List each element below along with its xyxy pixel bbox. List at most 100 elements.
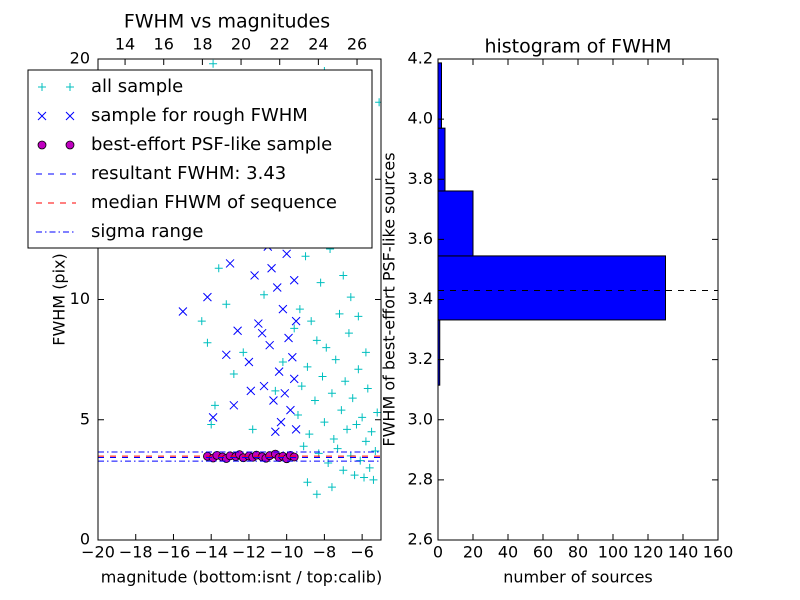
x-tick-label: 80 (568, 543, 588, 562)
x-tick-label: 20 (463, 543, 483, 562)
chart-title: FWHM vs magnitudes (124, 11, 330, 33)
marker-x (282, 249, 292, 259)
bar (437, 255, 666, 321)
legend-label: sample for rough FWHM (91, 105, 308, 126)
marker-x (274, 367, 284, 377)
legend: all sample sample for rough FWHM best-effo… (27, 69, 373, 249)
marker-plus (344, 329, 353, 338)
marker-plus (203, 338, 212, 347)
marker-circle (65, 140, 75, 150)
marker-plus (214, 264, 223, 273)
marker-plus (358, 413, 367, 422)
marker-x (278, 304, 288, 314)
marker-plus (363, 384, 372, 393)
marker-x (65, 111, 75, 121)
marker-plus (271, 386, 280, 395)
marker-x (208, 412, 218, 422)
y-tick-label: 4.2 (408, 49, 433, 68)
marker-plus (293, 410, 302, 419)
x-tick-label: 160 (703, 543, 734, 562)
marker-x (246, 386, 256, 396)
marker-x (287, 352, 297, 362)
y-tick-label: 2.8 (408, 469, 433, 488)
marker-x (291, 425, 301, 434)
marker-plus (229, 370, 238, 379)
marker-x (291, 316, 301, 326)
legend-label: sigma range (91, 221, 203, 242)
marker-plus (367, 427, 376, 436)
marker-plus (322, 343, 331, 352)
legend-label: median FHWM of sequence (91, 192, 337, 213)
marker-plus (346, 293, 355, 302)
marker-x (254, 319, 263, 328)
marker-plus (303, 362, 312, 371)
y-tick-label: 3.4 (408, 289, 433, 308)
marker-plus (371, 447, 380, 456)
marker-plus (307, 317, 316, 326)
marker-plus (312, 336, 321, 345)
marker-plus (316, 278, 325, 287)
legend-label: resultant FWHM: 3.43 (91, 163, 286, 184)
marker-plus (318, 372, 327, 381)
marker-x (37, 111, 47, 121)
y-tick-label: 5 (80, 409, 90, 428)
marker-plus (341, 377, 350, 386)
marker-x (270, 427, 280, 437)
marker-plus (331, 355, 340, 364)
chart-title: histogram of FWHM (484, 36, 671, 58)
marker-plus (66, 83, 74, 91)
x-tick-label: −16 (157, 543, 191, 562)
marker-plus (312, 490, 321, 499)
marker-plus (239, 348, 248, 357)
marker-plus (327, 389, 336, 398)
y-axis-label: FWHM (pix) (50, 253, 69, 346)
x-tick-label: 40 (498, 543, 518, 562)
marker-plus (375, 98, 381, 107)
marker-plus (348, 394, 357, 403)
bar (437, 190, 474, 257)
marker-plus (337, 406, 346, 415)
marker-plus (290, 324, 299, 333)
marker-x (225, 259, 235, 268)
y-tick-label: 10 (70, 289, 90, 308)
x-tick-label: 60 (533, 543, 553, 562)
x-tick-label: −12 (232, 543, 266, 562)
marker-plus (209, 59, 218, 68)
y-tick-label: 20 (70, 49, 90, 68)
x-tick-label: 0 (433, 543, 443, 562)
marker-plus (361, 348, 370, 357)
marker-plus (210, 401, 219, 410)
x-tick-label: −8 (313, 543, 337, 562)
marker-x (244, 357, 254, 367)
y-tick-label: 3.8 (408, 169, 433, 188)
marker-x (265, 340, 275, 350)
marker-plus (361, 437, 370, 446)
marker-x (233, 326, 242, 336)
y-tick-label: 4.0 (408, 109, 433, 128)
marker-plus (222, 300, 231, 309)
marker-x (289, 374, 299, 384)
marker-plus (278, 358, 287, 367)
marker-x (221, 350, 231, 360)
x2-tick-label: 26 (347, 35, 367, 54)
marker-plus (297, 382, 306, 391)
marker-plus (295, 305, 304, 314)
marker-plus (260, 290, 269, 299)
x-axis-label: number of sources (503, 568, 653, 587)
marker-plus (369, 475, 378, 484)
x-tick-label: −10 (270, 543, 304, 562)
marker-x (267, 263, 276, 273)
marker-plus (333, 444, 342, 453)
x-tick-label: 100 (598, 543, 629, 562)
marker-plus (360, 473, 369, 482)
legend-label: best-effort PSF-like sample (91, 134, 332, 155)
bar (437, 62, 442, 129)
y-tick-label: 0 (80, 530, 90, 549)
x-axis-label: magnitude (bottom:isnt / top:calib) (101, 568, 382, 587)
marker-plus (354, 312, 363, 321)
marker-circle (37, 140, 47, 150)
marker-plus (365, 463, 374, 472)
x-tick-label: −6 (350, 543, 374, 562)
y-axis-label: FWHM of best-effort PSF-like sources (380, 152, 399, 446)
marker-plus (301, 252, 310, 261)
